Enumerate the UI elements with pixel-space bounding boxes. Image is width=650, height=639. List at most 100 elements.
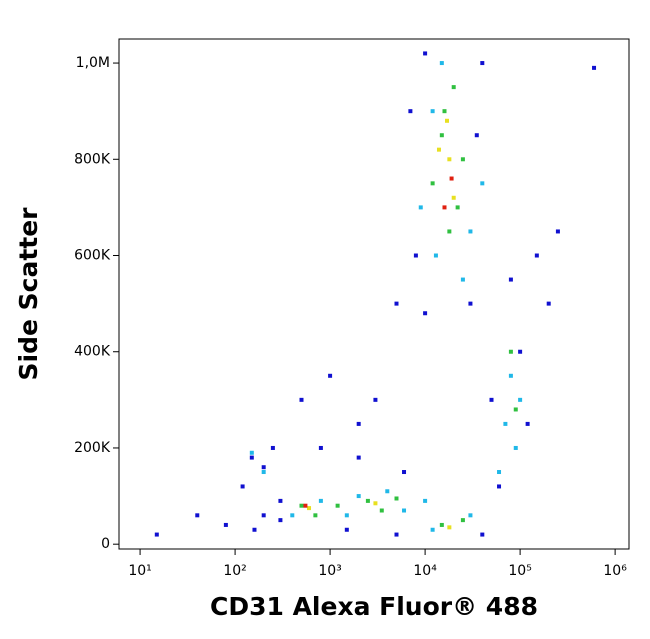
point <box>546 301 551 306</box>
point <box>344 513 349 518</box>
point <box>373 501 378 506</box>
point <box>508 277 513 282</box>
point <box>460 157 465 162</box>
point <box>154 532 159 537</box>
point <box>555 229 560 234</box>
point <box>497 470 502 475</box>
plot-frame <box>118 38 630 550</box>
point <box>394 301 399 306</box>
point <box>474 133 479 138</box>
point <box>468 513 473 518</box>
point <box>442 109 447 114</box>
point <box>449 176 454 181</box>
point <box>278 498 283 503</box>
point <box>423 311 428 316</box>
y-tick-label: 800K <box>74 151 111 167</box>
point <box>249 450 254 455</box>
point <box>447 157 452 162</box>
point <box>249 455 254 460</box>
point <box>497 484 502 489</box>
point <box>261 513 266 518</box>
x-tick-label: 10³ <box>318 563 341 579</box>
point <box>252 527 257 532</box>
point <box>356 455 361 460</box>
y-tick-label: 200K <box>74 440 111 456</box>
point <box>433 253 438 258</box>
point <box>480 61 485 66</box>
point <box>480 532 485 537</box>
point <box>592 65 597 70</box>
point <box>394 532 399 537</box>
point <box>451 85 456 90</box>
point <box>335 503 340 508</box>
x-tick-label: 10¹ <box>128 563 151 579</box>
point <box>270 445 275 450</box>
point <box>518 349 523 354</box>
x-tick-label: 10⁴ <box>413 563 437 579</box>
y-axis-label: Side Scatter <box>14 207 43 381</box>
point <box>223 522 228 527</box>
x-tick-label: 10⁵ <box>508 563 531 579</box>
point <box>460 277 465 282</box>
point <box>278 518 283 523</box>
point <box>447 525 452 530</box>
point <box>513 407 518 412</box>
y-tick-label: 0 <box>101 536 110 552</box>
point <box>385 489 390 494</box>
point <box>439 133 444 138</box>
x-axis-label: CD31 Alexa Fluor® 488 <box>210 592 538 621</box>
point <box>439 522 444 527</box>
point <box>356 421 361 426</box>
point <box>447 229 452 234</box>
point <box>442 205 447 210</box>
point <box>318 498 323 503</box>
point <box>489 397 494 402</box>
x-tick-label: 10⁶ <box>603 563 627 579</box>
point <box>195 513 200 518</box>
point <box>439 61 444 66</box>
point <box>508 349 513 354</box>
point <box>423 498 428 503</box>
x-tick-label: 10² <box>223 563 246 579</box>
point <box>518 397 523 402</box>
point <box>261 465 266 470</box>
point <box>444 118 449 123</box>
point <box>436 147 441 152</box>
point <box>480 181 485 186</box>
point <box>356 494 361 499</box>
point <box>430 109 435 114</box>
point <box>373 397 378 402</box>
point <box>451 195 456 200</box>
point <box>408 109 413 114</box>
point <box>508 373 513 378</box>
point <box>313 513 318 518</box>
point <box>418 205 423 210</box>
point <box>318 445 323 450</box>
point <box>513 445 518 450</box>
point <box>394 496 399 501</box>
point <box>379 508 384 513</box>
point <box>290 513 295 518</box>
point <box>402 508 407 513</box>
point <box>328 373 333 378</box>
point <box>299 503 304 508</box>
point <box>460 518 465 523</box>
y-tick-label: 600K <box>74 248 111 264</box>
point <box>303 503 308 508</box>
point <box>503 421 508 426</box>
point <box>299 397 304 402</box>
point <box>525 421 530 426</box>
point <box>402 470 407 475</box>
point <box>344 527 349 532</box>
point <box>423 51 428 56</box>
point <box>430 181 435 186</box>
point <box>468 301 473 306</box>
point <box>534 253 539 258</box>
point <box>261 470 266 475</box>
point <box>455 205 460 210</box>
point <box>365 498 370 503</box>
point <box>307 506 312 511</box>
point <box>430 527 435 532</box>
y-tick-label: 400K <box>74 344 111 360</box>
